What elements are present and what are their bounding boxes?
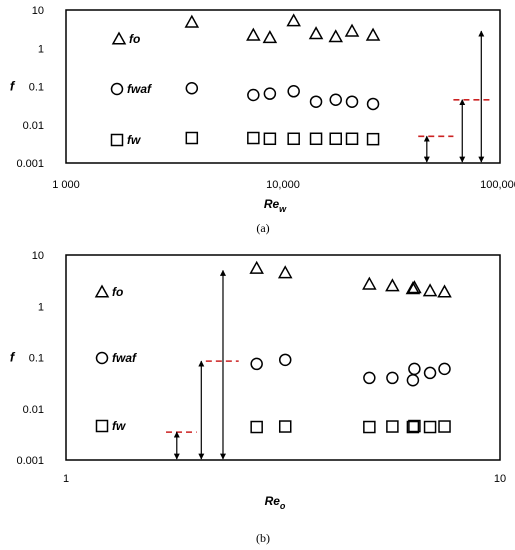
panel-b-label: (b): [256, 531, 270, 545]
data-point-fw: [247, 131, 260, 145]
y-tick-label: 10: [32, 250, 44, 262]
legend-label-fw: fw: [112, 419, 126, 433]
plot-frame: [65, 254, 501, 461]
data-point-fw: [366, 132, 380, 146]
data-point-fo: [437, 284, 452, 298]
chart-panel-a: 0.001 0.01 0.1 1 10 1 000 10,000 100,000 f Rew fo f…: [10, 5, 515, 214]
y-tick-label: 10: [32, 5, 44, 17]
data-point-fwaf: [438, 362, 451, 376]
chart-panel-b: 0.001 0.01 0.1 1 10 1 10 f Reo fo fwaf fw: [10, 250, 506, 511]
data-point-fo: [286, 13, 301, 27]
data-point-fwaf: [263, 87, 277, 100]
data-point-fw: [309, 132, 323, 146]
y-tick-label: 0.01: [23, 120, 44, 132]
legend-label-fo: fo: [112, 285, 123, 299]
legend-marker-fw: [95, 419, 109, 433]
x-tick-label: 10: [494, 473, 506, 485]
legend-label-fo: fo: [129, 32, 140, 46]
data-point-fwaf: [247, 88, 260, 102]
x-tick-label: 100,000: [480, 179, 515, 191]
y-tick-label: 0.1: [29, 353, 44, 365]
data-point-fw: [386, 420, 399, 433]
x-tick-label: 1: [63, 473, 69, 485]
plot-frame: [65, 9, 501, 164]
data-point-fo: [362, 276, 377, 290]
data-point-fo: [184, 14, 200, 28]
data-point-fwaf: [363, 371, 376, 385]
data-point-fwaf: [366, 97, 380, 111]
data-point-fw: [408, 419, 421, 433]
data-point-fwaf: [287, 85, 300, 98]
data-point-fo: [308, 26, 324, 40]
y-tick-label: 1: [38, 43, 44, 55]
data-point-fw: [438, 420, 451, 433]
data-point-fw: [423, 420, 437, 434]
data-point-fwaf: [278, 353, 292, 367]
legend-label-fwaf: fwaf: [112, 351, 137, 365]
legend-marker-fwaf: [95, 351, 109, 365]
legend-marker-fo: [94, 284, 110, 298]
y-tick-label: 1: [38, 301, 44, 313]
data-point-fwaf: [185, 82, 199, 95]
data-point-fw: [406, 420, 420, 434]
legend-label-fwaf: fwaf: [127, 82, 152, 96]
data-point-fo: [262, 30, 278, 44]
y-tick-label: 0.01: [23, 404, 44, 416]
y-tick-label: 0.1: [29, 82, 44, 94]
data-point-fo: [246, 27, 261, 41]
legend-marker-fw: [110, 133, 124, 147]
data-point-fwaf: [345, 95, 359, 108]
data-point-fw: [263, 132, 277, 146]
data-point-fwaf: [408, 362, 421, 376]
data-point-fwaf: [250, 357, 263, 371]
y-tick-label: 0.001: [16, 158, 44, 170]
data-point-fo: [407, 280, 422, 294]
data-point-fw: [287, 132, 300, 146]
data-point-fwaf: [329, 93, 342, 107]
data-point-fw: [363, 420, 376, 434]
data-point-fw: [185, 131, 199, 145]
data-point-fo: [249, 260, 264, 274]
legend-label-fw: fw: [127, 133, 141, 147]
data-point-fo: [365, 27, 381, 41]
data-point-fo: [344, 23, 360, 37]
data-point-fo: [405, 281, 421, 295]
y-axis-label: f: [10, 350, 16, 365]
data-point-fw: [329, 132, 342, 146]
data-point-fwaf: [309, 95, 323, 108]
y-tick-label: 0.001: [16, 455, 44, 467]
data-point-fo: [422, 283, 438, 297]
x-tick-label: 1 000: [52, 179, 80, 191]
data-point-fo: [385, 278, 400, 292]
x-axis-label: Reo: [265, 494, 286, 511]
data-point-fw: [250, 420, 263, 434]
data-point-fo: [328, 29, 344, 43]
panel-a-label: (a): [256, 221, 269, 235]
y-axis-label: f: [10, 79, 16, 94]
data-point-fwaf: [386, 371, 399, 385]
data-point-fwaf: [423, 366, 437, 380]
x-tick-label: 10,000: [266, 179, 300, 191]
data-point-fo: [277, 265, 293, 279]
legend-marker-fo: [111, 31, 127, 45]
data-point-fw: [345, 132, 359, 146]
legend-marker-fwaf: [110, 82, 124, 96]
data-point-fw: [278, 420, 292, 433]
data-point-fwaf: [406, 373, 420, 387]
x-axis-label: Rew: [264, 197, 287, 214]
